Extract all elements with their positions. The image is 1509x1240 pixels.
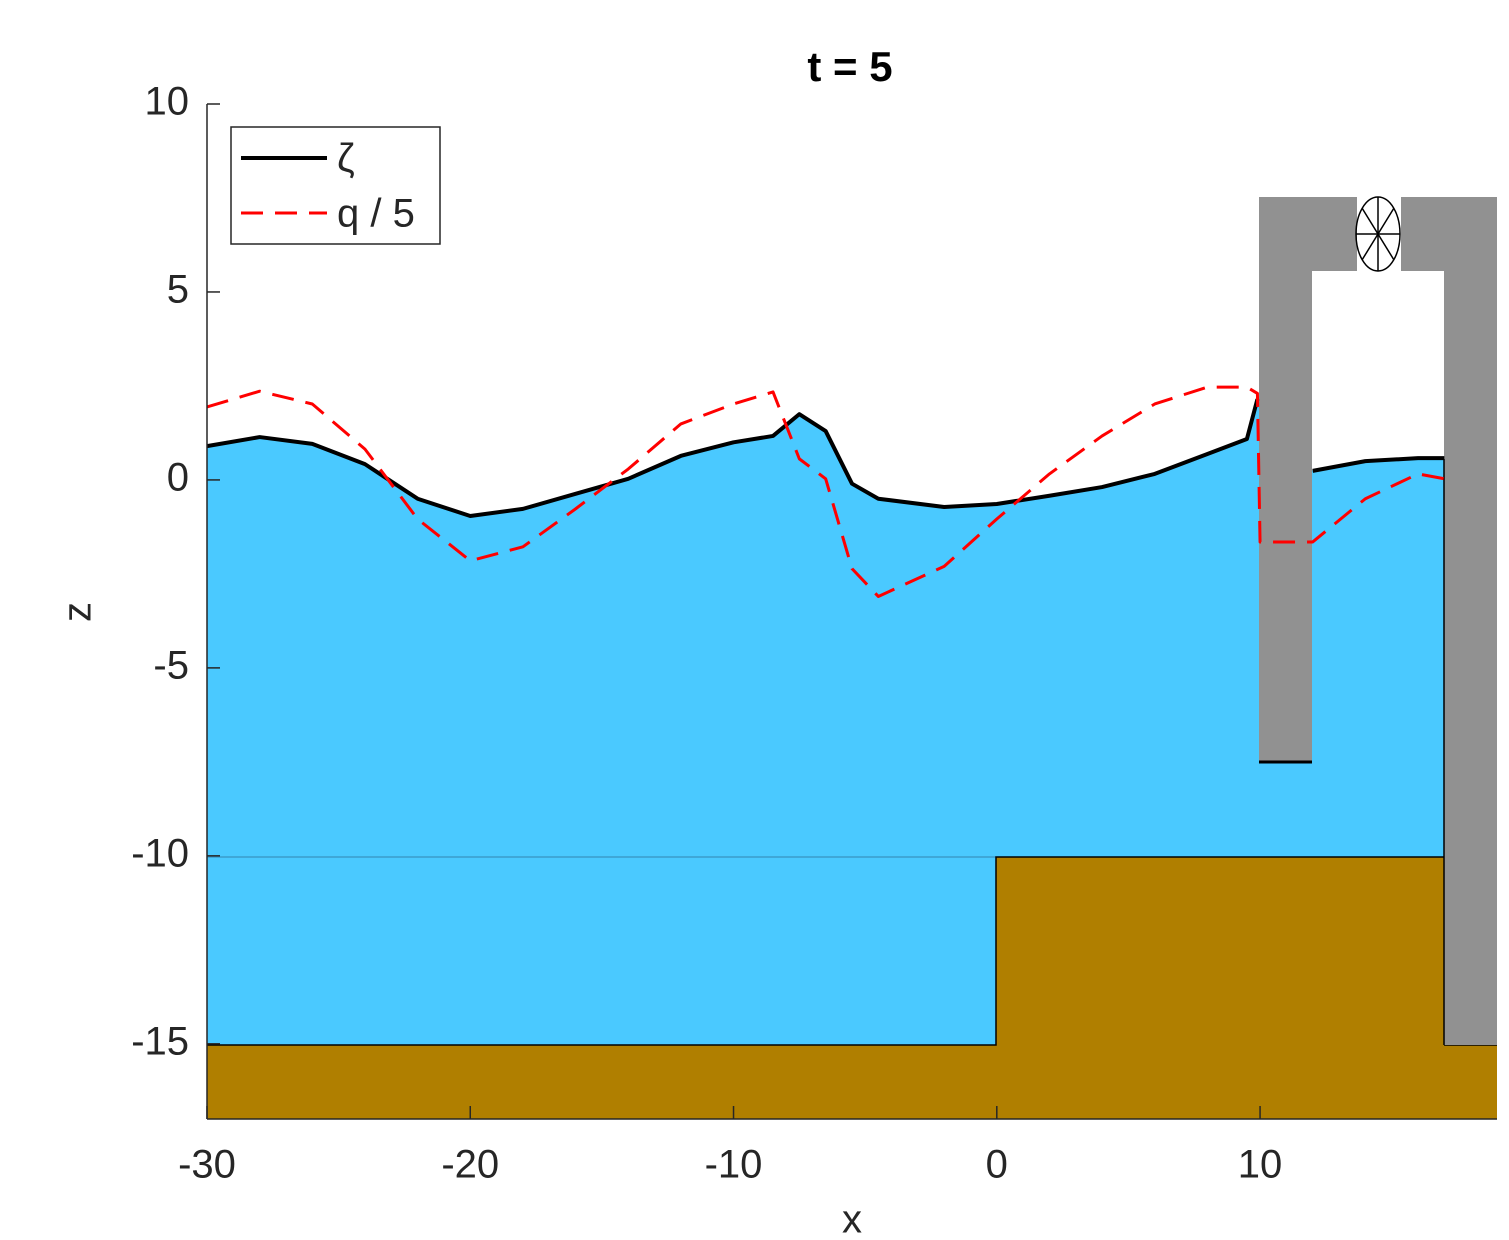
legend-label: ζ [337, 137, 355, 181]
y-tick-label: -5 [153, 643, 189, 687]
x-axis-label: x [842, 1198, 862, 1240]
legend-label: q / 5 [337, 192, 415, 236]
y-tick-label: 5 [167, 268, 189, 312]
chart-title: t = 5 [807, 43, 892, 90]
y-tick-label: -15 [131, 1019, 189, 1063]
y-axis-label: z [56, 602, 100, 622]
x-tick-label: -30 [178, 1143, 236, 1187]
x-tick-label: 0 [986, 1143, 1008, 1187]
turbine [1356, 197, 1400, 271]
x-tick-label: 10 [1238, 1143, 1283, 1187]
y-tick-label: 10 [145, 80, 190, 124]
x-tick-label: -10 [705, 1143, 763, 1187]
y-tick-label: -10 [131, 831, 189, 875]
chart: -15 -10 -5 0 5 10 -30 -20 -10 0 10 ζ q / 5 t = 5 x z [0, 0, 1509, 1240]
y-tick-label: 0 [167, 455, 189, 499]
x-tick-label: -20 [441, 1143, 499, 1187]
